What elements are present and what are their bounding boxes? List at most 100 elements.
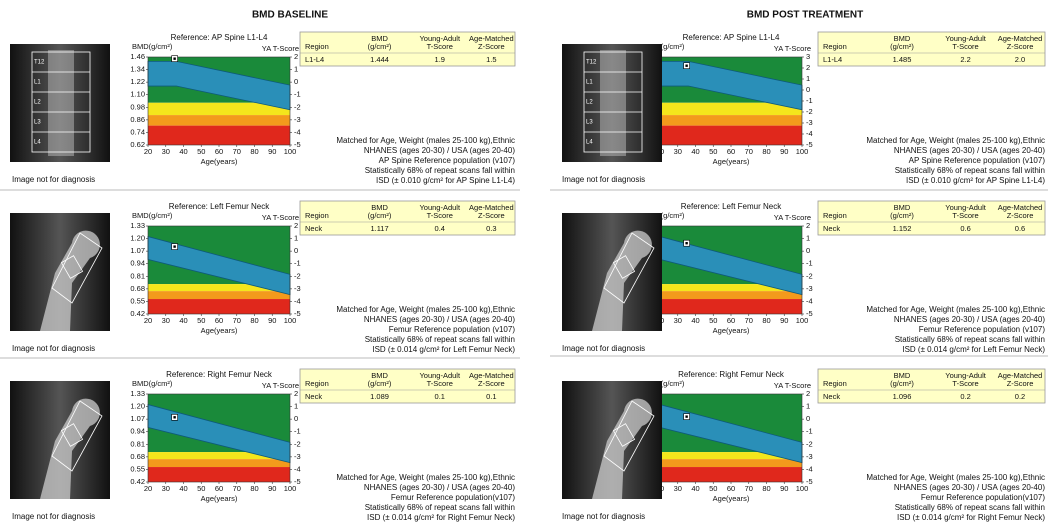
y2-tick-label: 0: [294, 246, 298, 255]
table-cell: 0.1: [435, 392, 445, 401]
x-tick-label: 50: [709, 484, 717, 493]
table-header: (g/cm²): [890, 379, 914, 388]
table-cell: 2.2: [960, 55, 970, 64]
x-tick-label: 60: [727, 316, 735, 325]
y2-tick-label: 1: [294, 402, 298, 411]
vertebra-label: L3: [34, 120, 41, 126]
x-tick-label: 80: [762, 484, 770, 493]
chart-title: Reference: Right Femur Neck: [678, 370, 785, 379]
y2-tick-label: 0: [294, 77, 298, 86]
reference-zone: [148, 467, 290, 482]
y-tick-label: 1.20: [130, 234, 145, 243]
y2-tick-label: 1: [806, 234, 810, 243]
y2-tick-label: 0: [294, 414, 298, 423]
reference-zone: [148, 291, 290, 299]
reference-zone: [660, 115, 802, 126]
y2-tick-label: -1: [294, 90, 301, 99]
table-cell: 1.096: [893, 392, 912, 401]
reference-zone: [660, 291, 802, 299]
y2-tick-label: -3: [806, 284, 813, 293]
x-tick-label: 70: [233, 147, 241, 156]
report: BMD BASELINEBMD POST TREATMENTReference:…: [0, 0, 1052, 526]
disclaimer: Image not for diagnosis: [562, 175, 645, 184]
table-cell: 0.2: [960, 392, 970, 401]
reference-zone: [148, 126, 290, 145]
table-header: T-Score: [952, 379, 978, 388]
x-tick-label: 40: [691, 147, 699, 156]
x-tick-label: 80: [250, 484, 258, 493]
x-tick-label: 60: [215, 147, 223, 156]
marker-dot: [173, 57, 175, 59]
y2-tick-label: 3: [806, 52, 810, 61]
y-tick-label: 0.94: [130, 259, 145, 268]
y-tick-label: 0.94: [130, 427, 145, 436]
y2-tick-label: 1: [806, 74, 810, 83]
marker-dot: [173, 245, 175, 247]
x-tick-label: 20: [144, 147, 152, 156]
y2-tick-label: 2: [294, 221, 298, 230]
y2-tick-label: -4: [294, 296, 301, 305]
marker-dot: [685, 65, 687, 67]
y2-tick-label: 0: [806, 85, 810, 94]
table-cell: 1.117: [370, 224, 388, 233]
table-header: Z-Score: [478, 42, 505, 51]
y2-tick-label: -1: [806, 96, 813, 105]
y-axis-label: BMD(g/cm²): [132, 379, 173, 388]
reference-note: ISD (± 0.014 g/cm² for Right Femur Neck): [897, 513, 1045, 522]
column-title: BMD BASELINE: [252, 10, 328, 21]
reference-note: NHANES (ages 20-30) / USA (ages 20-40): [364, 315, 516, 324]
reference-note: AP Spine Reference population (v107): [379, 156, 516, 165]
table-cell: Neck: [305, 224, 322, 233]
y2-tick-label: -2: [806, 107, 813, 116]
table-cell: 1.152: [893, 224, 912, 233]
x-tick-label: 60: [215, 484, 223, 493]
x-tick-label: 90: [268, 484, 276, 493]
x-tick-label: 70: [745, 316, 753, 325]
y2-tick-label: -2: [806, 271, 813, 280]
y2-tick-label: -3: [806, 118, 813, 127]
marker-dot: [685, 415, 687, 417]
table-header: Z-Score: [1007, 42, 1034, 51]
x-tick-label: 40: [179, 316, 187, 325]
y-axis-label: BMD(g/cm²): [132, 42, 173, 51]
x-tick-label: 100: [284, 484, 297, 493]
disclaimer: Image not for diagnosis: [12, 512, 95, 521]
x-tick-label: 100: [796, 147, 809, 156]
reference-note: Femur Reference population (v107): [389, 325, 516, 334]
table-cell: Neck: [823, 224, 840, 233]
table-cell: 1.5: [486, 55, 496, 64]
x-tick-label: 100: [796, 316, 809, 325]
vertebra-label: L4: [586, 140, 593, 146]
y-tick-label: 1.07: [130, 246, 145, 255]
reference-note: Statistically 68% of repeat scans fall w…: [365, 166, 515, 175]
table-cell: 1.089: [370, 392, 389, 401]
disclaimer: Image not for diagnosis: [12, 344, 95, 353]
vertebra-label: L1: [34, 80, 41, 86]
table-cell: Neck: [823, 392, 840, 401]
x-axis-label: Age(years): [713, 326, 750, 335]
y2-tick-label: -3: [294, 115, 301, 124]
x-axis-label: Age(years): [713, 494, 750, 503]
disclaimer: Image not for diagnosis: [562, 344, 645, 353]
y-tick-label: 0.74: [130, 127, 145, 136]
y2-tick-label: 1: [294, 65, 298, 74]
vertebra-label: L4: [34, 140, 41, 146]
vertebra-label: L1: [586, 80, 593, 86]
reference-note: NHANES (ages 20-30) / USA (ages 20-40): [894, 146, 1046, 155]
reference-zone: [148, 299, 290, 314]
y2-tick-label: 2: [806, 389, 810, 398]
x-tick-label: 80: [250, 147, 258, 156]
table-header: (g/cm²): [368, 379, 392, 388]
x-tick-label: 40: [179, 484, 187, 493]
y2-tick-label: -3: [294, 284, 301, 293]
x-tick-label: 50: [197, 147, 205, 156]
reference-note: Femur Reference population(v107): [921, 493, 1045, 502]
table-cell: 1.9: [435, 55, 445, 64]
y2-tick-label: -4: [294, 464, 301, 473]
table-header: Region: [305, 42, 329, 51]
reference-note: Matched for Age, Weight (males 25-100 kg…: [336, 136, 515, 145]
chart-title: Reference: Left Femur Neck: [681, 202, 782, 211]
reference-note: Matched for Age, Weight (males 25-100 kg…: [866, 136, 1045, 145]
x-tick-label: 70: [745, 484, 753, 493]
y-tick-label: 0.81: [130, 439, 145, 448]
